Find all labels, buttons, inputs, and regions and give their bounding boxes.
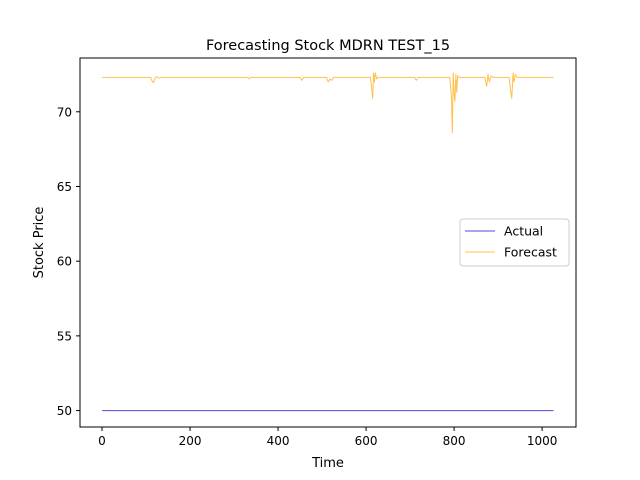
- x-tick-label: 800: [443, 434, 466, 448]
- x-tick-label: 1000: [527, 434, 558, 448]
- legend-label-actual: Actual: [504, 224, 543, 239]
- x-tick-label: 600: [355, 434, 378, 448]
- y-tick-label: 70: [57, 105, 72, 119]
- y-tick-label: 55: [57, 329, 72, 343]
- plot-frame: [79, 57, 577, 428]
- y-tick-label: 65: [57, 180, 72, 194]
- y-axis-label: Stock Price: [32, 207, 47, 279]
- x-tick-label: 200: [179, 434, 202, 448]
- y-tick-label: 60: [57, 255, 72, 269]
- legend-label-forecast: Forecast: [504, 245, 557, 260]
- x-tick-label: 400: [267, 434, 290, 448]
- x-tick-label: 0: [98, 434, 106, 448]
- y-tick-label: 50: [57, 404, 72, 418]
- y-axis: 50 55 60 65 70: [57, 105, 80, 418]
- chart-title: Forecasting Stock MDRN TEST_15: [206, 38, 450, 54]
- x-axis: 0 200 400 600 800 1000: [98, 427, 557, 448]
- x-axis-label: Time: [311, 456, 344, 471]
- legend: Actual Forecast: [459, 218, 570, 267]
- series-line-forecast: [102, 72, 554, 134]
- plot-series: [102, 72, 554, 412]
